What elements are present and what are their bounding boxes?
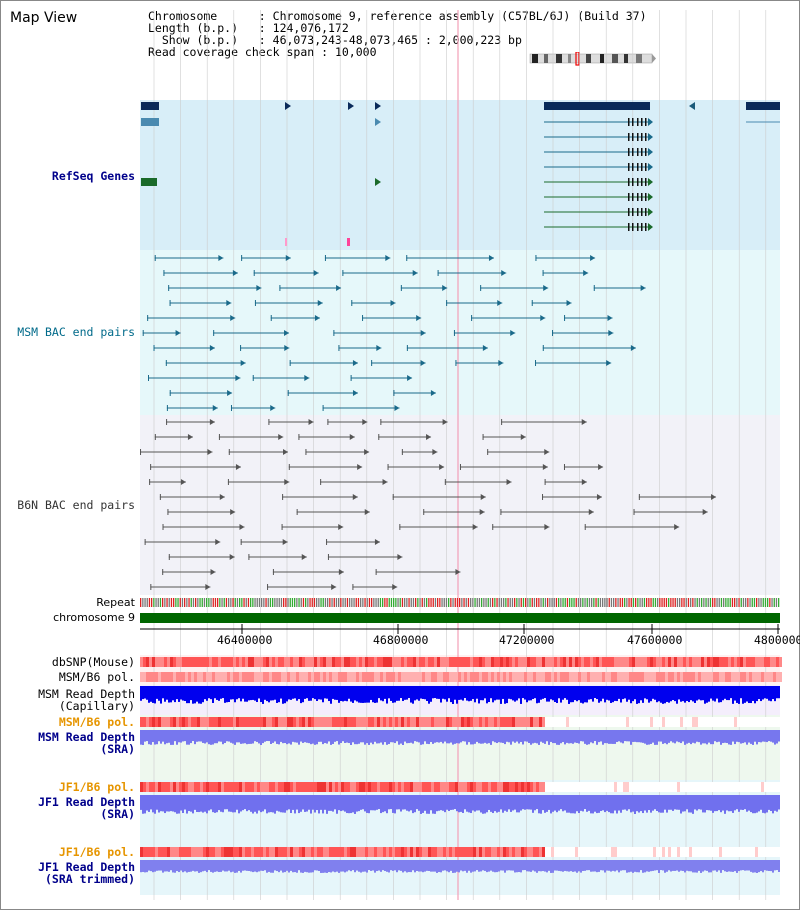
msm-b6-pol-label-2: MSM/B6 pol. (58, 715, 135, 729)
jf1-read-depth-trim-sub: (SRA trimmed) (44, 872, 135, 886)
axis-tick-label: 46800000 (373, 633, 429, 647)
coverage-label: Read coverage check span (148, 45, 315, 59)
jf1-b6-pol-label-1: JF1/B6 pol. (58, 780, 135, 794)
jf1-read-depth-sra-label: JF1 Read Depth (38, 795, 135, 809)
page-title: Map View (10, 10, 78, 26)
axis-tick-label: 48000000 (754, 633, 800, 647)
show-label: Show (b.p.) (161, 33, 239, 47)
region-info: Chromosome : Chromosome 9, reference ass… (148, 9, 647, 59)
show-value: 46,073,243-48,073,465 : 2,000,223 bp (272, 33, 522, 47)
chromosome-ideogram[interactable] (528, 52, 658, 66)
msm-bac-label: MSM BAC end pairs (17, 325, 135, 339)
repeat-label: Repeat (96, 596, 135, 609)
jf1-b6-pol-label-2: JF1/B6 pol. (58, 845, 135, 859)
length-label: Length (b.p.) (148, 21, 239, 35)
axis-tick-label: 47200000 (499, 633, 555, 647)
msm-read-depth-sra-sub: (SRA) (100, 742, 135, 756)
msm-b6-pol-label-1: MSM/B6 pol. (58, 670, 135, 684)
msm-read-depth-sra-label: MSM Read Depth (38, 730, 135, 744)
coverage-value: 10,000 (334, 45, 377, 59)
jf1-read-depth-trim-label: JF1 Read Depth (38, 860, 135, 874)
refseq-genes-label: RefSeq Genes (51, 169, 135, 183)
chromosome-label: Chromosome (148, 9, 218, 23)
chromosome-label-track: chromosome 9 (53, 611, 135, 624)
length-value: 124,076,172 (272, 21, 349, 35)
b6n-bac-label: B6N BAC end pairs (17, 498, 135, 512)
msm-read-depth-cap-label: MSM Read Depth (38, 687, 135, 701)
dbsnp-label: dbSNP(Mouse) (51, 655, 135, 669)
msm-read-depth-cap-sub: (Capillary) (58, 699, 135, 713)
axis-tick-label: 46400000 (217, 633, 273, 647)
axis-tick-label: 47600000 (627, 633, 683, 647)
jf1-read-depth-sra-sub: (SRA) (100, 807, 135, 821)
